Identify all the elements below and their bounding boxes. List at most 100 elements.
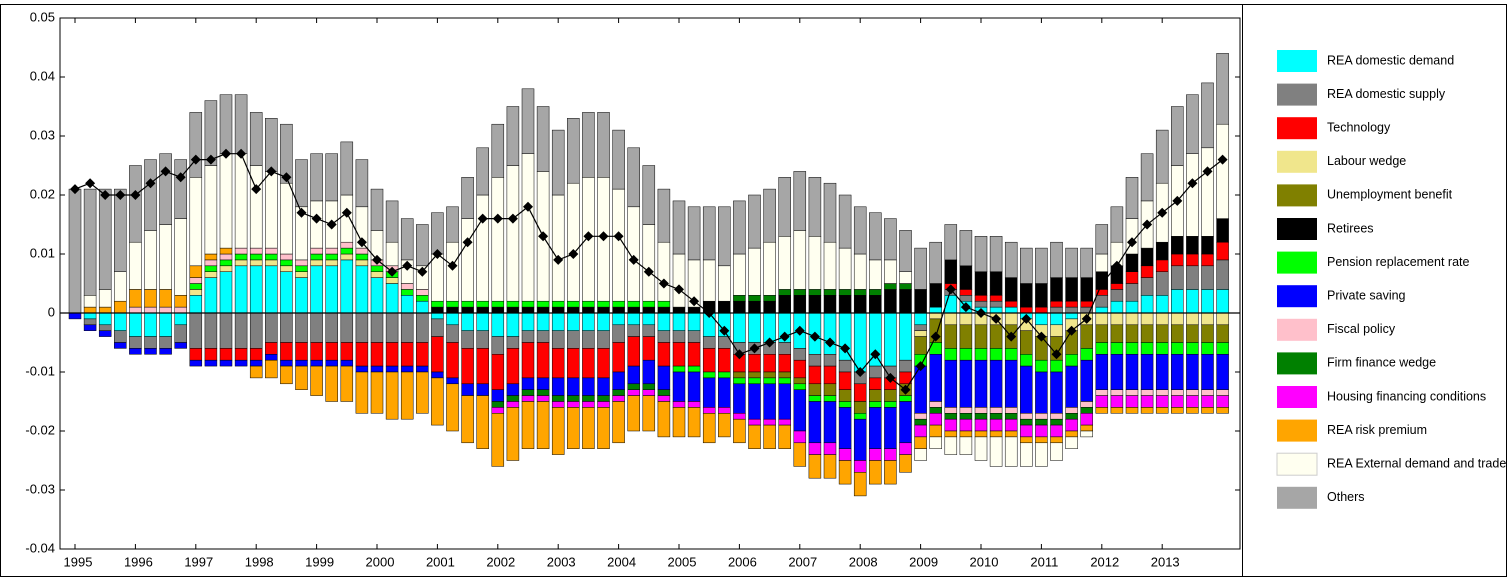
- bar-segment: [536, 300, 550, 308]
- bar-segment: [672, 312, 686, 331]
- bar-segment: [808, 442, 822, 455]
- total-marker: [945, 284, 956, 295]
- bar-segment: [612, 300, 625, 308]
- bar-segment: [597, 330, 610, 349]
- total-marker: [1021, 313, 1032, 324]
- bar-segment: [914, 312, 927, 326]
- bar-segment: [280, 312, 293, 343]
- bar-segment: [1050, 324, 1063, 337]
- x-tick-label: 2001: [426, 554, 455, 569]
- bar-segment: [597, 401, 610, 408]
- bar-segment: [1095, 324, 1109, 343]
- total-marker: [1217, 154, 1228, 165]
- legend-swatch: [1277, 50, 1317, 72]
- bar-segment: [1140, 389, 1154, 396]
- bar-segment: [899, 454, 912, 473]
- bar-segment: [204, 271, 218, 278]
- bar-segment: [1201, 324, 1214, 343]
- bar-segment: [959, 265, 973, 290]
- bar-segment: [1004, 359, 1018, 408]
- bar-segment: [838, 407, 852, 449]
- bar-segment: [98, 289, 112, 308]
- bar-segment: [1201, 395, 1214, 408]
- bar-segment: [1125, 342, 1139, 355]
- x-tick-label: 2002: [486, 554, 515, 569]
- bar-segment: [823, 182, 837, 243]
- bar-segment: [642, 165, 656, 225]
- bar-segment: [778, 424, 791, 449]
- bar-segment: [1050, 418, 1063, 426]
- bar-segment: [1171, 312, 1184, 326]
- bar-segment: [1080, 424, 1093, 432]
- bar-segment: [249, 259, 263, 267]
- bar-segment: [793, 383, 807, 390]
- bar-segment: [974, 430, 988, 438]
- bar-segment: [808, 354, 822, 367]
- bar-segment: [83, 324, 97, 331]
- bar-segment: [385, 365, 399, 373]
- bar-segment: [823, 295, 837, 314]
- bar-segment: [1035, 283, 1048, 308]
- x-tick-label: 1996: [124, 554, 153, 569]
- total-marker: [976, 308, 986, 318]
- bar-segment: [929, 424, 942, 438]
- bar-segment: [597, 407, 610, 449]
- bar-segment: [310, 365, 323, 396]
- bar-segment: [446, 206, 459, 243]
- bar-segment: [627, 306, 640, 314]
- bar-segment: [974, 418, 988, 432]
- bar-segment: [265, 265, 278, 314]
- bar-segment: [129, 165, 142, 243]
- bar-segment: [869, 407, 882, 449]
- total-marker: [205, 154, 216, 165]
- legend: REA domestic demand REA domestic supply Te…: [1276, 50, 1506, 509]
- bar-segment: [657, 312, 671, 331]
- bar-segment: [295, 365, 308, 390]
- bar-segment: [763, 377, 776, 385]
- total-marker: [568, 249, 579, 259]
- bar-segment: [506, 383, 520, 396]
- bar-segment: [869, 401, 882, 408]
- bar-segment: [1186, 236, 1199, 255]
- bar-segment: [98, 312, 112, 326]
- bar-segment: [370, 188, 384, 231]
- total-marker: [689, 296, 700, 307]
- bar-segment: [914, 336, 927, 355]
- bar-segment: [98, 324, 112, 331]
- bar-segment: [1201, 289, 1214, 314]
- bar-segment: [1035, 247, 1048, 284]
- bar-segment: [446, 377, 459, 385]
- bar-segment: [944, 324, 958, 349]
- bar-segment: [385, 277, 399, 284]
- legend-label: Others: [1327, 490, 1365, 504]
- bar-segment: [219, 247, 233, 255]
- bar-segment: [310, 259, 323, 267]
- bar-segment: [1065, 430, 1078, 438]
- bar-segment: [974, 295, 988, 302]
- bar-segment: [174, 312, 187, 326]
- bar-segment: [370, 271, 384, 278]
- bar-segment: [778, 377, 791, 385]
- total-marker: [311, 213, 322, 224]
- bar-segment: [144, 312, 157, 337]
- bar-segment: [808, 383, 822, 396]
- bar-segment: [989, 407, 1003, 414]
- bar-segment: [144, 289, 157, 308]
- bar-segment: [687, 407, 701, 438]
- bar-segment: [1020, 306, 1033, 314]
- bar-segment: [929, 283, 942, 308]
- bar-segment: [1216, 395, 1229, 408]
- bar-segment: [1201, 265, 1214, 290]
- bar-segment: [370, 265, 384, 272]
- bar-segment: [627, 312, 640, 326]
- bar-segment: [476, 330, 489, 349]
- total-marker: [175, 172, 186, 183]
- bar-segment: [838, 460, 852, 485]
- bar-segment: [1035, 312, 1048, 326]
- bar-segment: [1035, 359, 1048, 373]
- bar-segment: [280, 253, 293, 261]
- bar-segment: [234, 312, 248, 349]
- total-marker: [704, 308, 715, 318]
- bar-segment: [189, 265, 203, 278]
- bar-segment: [325, 247, 338, 255]
